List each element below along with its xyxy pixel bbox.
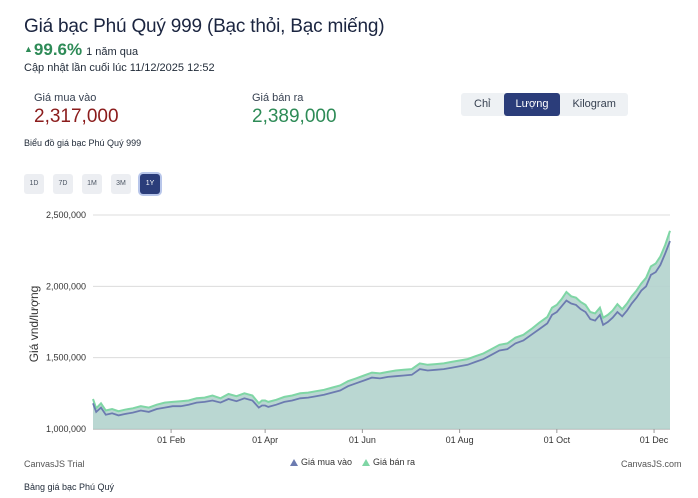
change-period: 1 năm qua	[86, 46, 139, 58]
legend-label-buy: Giá mua vào	[301, 457, 353, 467]
chart-series	[92, 230, 671, 429]
x-tick-label: 01 Jun	[349, 435, 376, 445]
range-button-7d[interactable]: 7D	[53, 174, 73, 194]
change-percent-value: 99.6%	[33, 40, 83, 59]
buy-series-line[interactable]	[92, 240, 671, 417]
unit-tab-chi[interactable]: Chỉ	[474, 98, 491, 110]
price-chart[interactable]: 1,000,000 1,500,000 2,000,000 2,500,000 01 …	[0, 200, 698, 455]
silver-price-table-link[interactable]: Bảng giá bạc Phú Quý	[24, 482, 115, 492]
buy-price-value: 2,317,000	[34, 106, 119, 127]
chart-caption: Biểu đồ giá bạc Phú Quý 999	[24, 138, 142, 148]
x-tick-label: 01 Apr	[252, 435, 278, 445]
x-tick-label: 01 Aug	[446, 435, 474, 445]
range-button-3m[interactable]: 3M	[111, 174, 131, 194]
range-button-1d[interactable]: 1D	[24, 174, 44, 194]
canvasjs-trial-credit: CanvasJS Trial	[24, 459, 85, 469]
legend-label-sell: Giá bán ra	[373, 457, 416, 467]
unit-tabs: Chỉ Lượng Kilogram	[461, 93, 628, 116]
triangle-marker-icon	[362, 458, 371, 466]
legend-item-buy[interactable]: Giá mua vào	[290, 457, 352, 467]
sell-price-block: Giá bán ra 2,389,000	[252, 92, 337, 128]
up-arrow-icon: ▲	[24, 44, 33, 54]
last-updated: Cập nhật lần cuối lúc 11/12/2025 12:52	[24, 62, 215, 74]
y-tick-label: 1,500,000	[46, 353, 86, 363]
range-button-1m[interactable]: 1M	[82, 174, 102, 194]
unit-tab-kilogram[interactable]: Kilogram	[572, 98, 616, 110]
page-title: Giá bạc Phú Quý 999 (Bạc thỏi, Bạc miếng…	[24, 16, 385, 37]
y-tick-label: 2,500,000	[46, 210, 86, 220]
x-tick-label: 01 Dec	[640, 435, 669, 445]
sell-price-label: Giá bán ra	[252, 92, 304, 104]
y-tick-label: 1,000,000	[46, 424, 86, 434]
buy-price-block: Giá mua vào 2,317,000	[34, 92, 119, 128]
unit-tab-luong[interactable]: Lượng	[503, 93, 561, 116]
sell-area	[93, 230, 670, 429]
x-axis-labels: 01 Feb 01 Apr 01 Jun 01 Aug 01 Oct 01 Dec	[157, 429, 669, 445]
range-button-1y[interactable]: 1Y	[140, 174, 160, 194]
sell-price-value: 2,389,000	[252, 106, 337, 127]
sell-series-line[interactable]	[92, 230, 671, 413]
x-tick-label: 01 Feb	[157, 435, 185, 445]
x-tick-label: 01 Oct	[544, 435, 571, 445]
y-tick-label: 2,000,000	[46, 281, 86, 291]
y-axis-title: Giá vnd/lượng	[27, 286, 41, 363]
range-buttons: 1D 7D 1M 3M 1Y	[24, 174, 160, 194]
legend-item-sell[interactable]: Giá bán ra	[362, 457, 415, 467]
chart-legend: Giá mua vào Giá bán ra	[290, 457, 415, 467]
triangle-marker-icon	[290, 458, 298, 466]
canvasjs-link[interactable]: CanvasJS.com	[621, 459, 682, 469]
price-change: ▲ 99.6% 1 năm qua	[24, 40, 138, 60]
y-axis-labels: 1,000,000 1,500,000 2,000,000 2,500,000	[46, 210, 86, 434]
buy-price-label: Giá mua vào	[34, 92, 97, 104]
change-percent: ▲ 99.6%	[24, 40, 82, 60]
